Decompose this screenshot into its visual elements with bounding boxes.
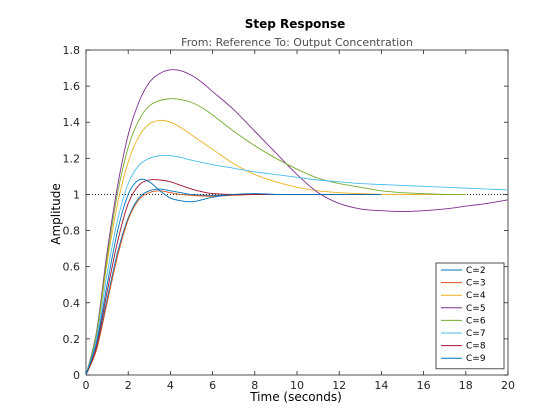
legend-entry: C=5: [466, 304, 486, 314]
series-line-c-5: [85, 69, 509, 376]
y-tick-label: 1.8: [63, 44, 81, 57]
plot-area: 0 2 4 6 8 10 12 14 16 18 20 0 0.2 0.4 0.6 0.8 1 1.2 1.4 1.6…: [63, 44, 516, 392]
x-tick-label: 4: [167, 379, 174, 392]
x-tick-label: 16: [417, 379, 431, 392]
y-tick-label: 0.2: [63, 333, 81, 346]
legend-entry: C=4: [466, 291, 486, 301]
chart-subtitle: From: Reference To: Output Concentration: [181, 36, 413, 49]
series-line-c-7: [85, 154, 509, 376]
y-tick-label: 0.8: [63, 225, 81, 238]
x-tick-label: 2: [125, 379, 132, 392]
y-tick-label: 0.6: [63, 261, 81, 274]
x-tick-label: 6: [209, 379, 216, 392]
x-tick-label: 12: [332, 379, 346, 392]
x-tick-label: 0: [83, 379, 90, 392]
x-tick-label: 8: [251, 379, 258, 392]
y-tick-label: 0: [73, 369, 80, 382]
y-axis-label: Amplitude: [49, 183, 63, 245]
legend-box: [435, 262, 505, 370]
y-tick-label: 1.2: [63, 152, 81, 165]
legend-entry: C=7: [466, 329, 486, 339]
legend-entry: C=2: [466, 266, 486, 276]
x-axis-label: Time (seconds): [249, 390, 342, 404]
x-tick-label: 14: [374, 379, 388, 392]
legend-entry: C=3: [466, 279, 486, 289]
y-tick-label: 1.6: [63, 80, 81, 93]
legend-entry: C=8: [466, 342, 486, 352]
x-tick-label: 20: [501, 379, 515, 392]
chart-title: Step Response: [245, 17, 345, 31]
legend-entry: C=9: [466, 354, 486, 364]
series-line-c-9: [85, 178, 382, 376]
y-tick-label: 1: [73, 188, 80, 201]
series-line-c-4: [85, 119, 466, 376]
y-tick-label: 1.4: [63, 116, 81, 129]
x-tick-label: 18: [459, 379, 473, 392]
legend: C=2 C=3 C=4 C=5 C=6 C=7 C=8 C=9: [435, 262, 505, 370]
legend-entry: C=6: [466, 316, 486, 326]
series-line-c-6: [85, 98, 466, 376]
x-tick-label: 10: [290, 379, 304, 392]
y-tick-label: 0.4: [63, 297, 81, 310]
